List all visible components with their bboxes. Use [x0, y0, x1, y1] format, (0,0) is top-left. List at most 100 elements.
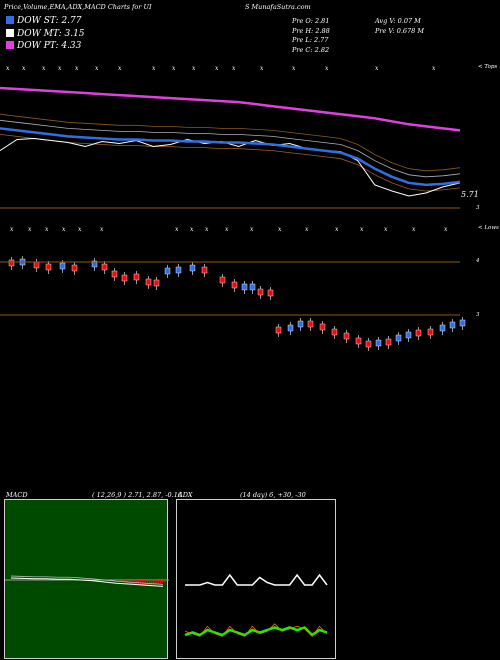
last-price-label: 5.71 [461, 190, 479, 199]
legend-dow-pt: DOW PT: 4.33 [6, 41, 81, 51]
low-marker-8: x [205, 226, 209, 233]
macd-label: MACD [6, 491, 28, 499]
ema-envelope-0 [0, 119, 461, 178]
candle-body-36 [415, 329, 422, 337]
top-marker-10: x [215, 65, 219, 72]
macd-line [10, 577, 164, 587]
legend-label-st: DOW ST: 2.77 [17, 16, 82, 26]
low-marker-4: x [78, 226, 82, 233]
top-marker-3: x [58, 65, 62, 72]
candle-body-6 [91, 260, 98, 268]
adx-panel [176, 499, 336, 659]
ema-lines [0, 86, 461, 197]
candle-body-32 [375, 339, 382, 347]
adx-params: (14 day) 6, +30, -30 [240, 491, 306, 499]
low-marker-10: x [250, 226, 254, 233]
axis-label-mid: 4 [476, 258, 480, 264]
legend-swatch-st [6, 16, 14, 24]
candle-body-12 [153, 279, 160, 287]
candle-body-28 [331, 328, 338, 336]
low-marker-5: x [100, 226, 104, 233]
candle-body-7 [101, 263, 108, 271]
lows-marker-label: < Lows [478, 225, 499, 231]
adx-plot [184, 573, 328, 637]
candle-body-2 [33, 261, 40, 269]
low-marker-6: x [175, 226, 179, 233]
top-marker-12: x [260, 65, 264, 72]
top-marker-16: x [432, 65, 436, 72]
ema-line-0 [0, 86, 461, 132]
candles [8, 256, 466, 351]
stat-pre-low: Pre L: 2.77 [292, 36, 329, 44]
candle-body-24 [287, 324, 294, 332]
candle-body-5 [71, 264, 78, 272]
stat-pre-high: Pre H: 2.88 [292, 27, 330, 35]
stat-pre-volume: Pre V: 0.678 M [375, 27, 425, 35]
top-marker-13: x [292, 65, 296, 72]
macd-signal-line [10, 575, 164, 585]
legend-label-mt: DOW MT: 3.15 [17, 29, 85, 39]
top-marker-2: x [42, 65, 46, 72]
candle-body-40 [459, 319, 466, 327]
ema-line-1 [0, 137, 461, 197]
candle-body-15 [189, 264, 196, 272]
candle-body-38 [439, 324, 446, 332]
candle-body-29 [343, 332, 350, 340]
candle-body-20 [249, 283, 256, 291]
low-marker-16: x [412, 226, 416, 233]
plus-di-line [184, 626, 328, 637]
candle-body-27 [319, 323, 326, 331]
top-marker-15: x [375, 65, 379, 72]
low-marker-0: x [10, 226, 14, 233]
ema-envelope-2 [0, 134, 461, 192]
low-marker-7: x [190, 226, 194, 233]
candle-body-39 [449, 321, 456, 329]
candle-body-14 [175, 266, 182, 274]
candle-body-23 [275, 326, 282, 334]
candle-body-18 [231, 281, 238, 289]
top-marker-14: x [325, 65, 329, 72]
chart-title-left: Price,Volume,EMA,ADX,MACD Charts for UI [4, 3, 152, 11]
candle-body-10 [133, 273, 140, 281]
top-marker-9: x [192, 65, 196, 72]
top-bottom-markers: x x x x x x x x x x x x x x x x x x x x x x x x x x x x x x x x x x x [6, 65, 448, 233]
candle-body-34 [395, 334, 402, 342]
axis-label-upper: 3 [476, 205, 480, 211]
stat-pre-open: Pre O: 2.81 [292, 17, 330, 25]
top-marker-1: x [22, 65, 26, 72]
legend-label-pt: DOW PT: 4.33 [17, 41, 82, 51]
candle-body-35 [405, 331, 412, 339]
macd-params: ( 12,26,9 ) 2.71, 2.87, -0.16 [92, 491, 182, 499]
candle-body-0 [8, 259, 15, 267]
candle-body-13 [164, 267, 171, 275]
stat-pre-close: Pre C: 2.82 [292, 46, 330, 54]
candle-body-25 [297, 320, 304, 328]
low-marker-15: x [384, 226, 388, 233]
top-marker-5: x [95, 65, 99, 72]
low-marker-14: x [360, 226, 364, 233]
legend-swatch-mt [6, 29, 14, 37]
low-marker-13: x [335, 226, 339, 233]
legend-swatch-pt [6, 41, 14, 49]
candle-body-8 [111, 270, 118, 278]
candle-body-22 [267, 289, 274, 297]
low-marker-2: x [45, 226, 49, 233]
minus-di-line [184, 623, 328, 637]
stat-avg-volume: Avg V: 0.07 M [375, 17, 421, 25]
tops-marker-label: < Tops [478, 64, 498, 70]
top-marker-6: x [118, 65, 122, 72]
low-marker-17: x [444, 226, 448, 233]
legend-dow-st: DOW ST: 2.77 [6, 16, 82, 26]
candle-body-33 [385, 338, 392, 346]
top-marker-11: x [232, 65, 236, 72]
ema-envelope-1 [0, 113, 461, 172]
candle-body-9 [121, 274, 128, 282]
adx-label: ADX [178, 491, 193, 499]
candle-body-31 [365, 340, 372, 348]
candle-body-11 [145, 278, 152, 286]
candle-body-16 [201, 266, 208, 274]
low-marker-1: x [28, 226, 32, 233]
low-marker-3: x [62, 226, 66, 233]
candle-body-4 [59, 262, 66, 270]
